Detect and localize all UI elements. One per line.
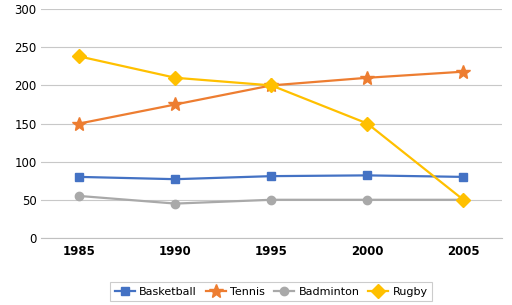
Tennis — [173, 102, 179, 106]
Basketball — [365, 174, 371, 177]
Rugby — [268, 84, 274, 87]
Tennis — [365, 76, 371, 80]
Rugby — [365, 122, 371, 125]
Badminton — [268, 198, 274, 202]
Basketball — [173, 178, 179, 181]
Basketball — [76, 175, 82, 179]
Line: Tennis: Tennis — [72, 65, 471, 131]
Tennis — [76, 122, 82, 125]
Badminton — [365, 198, 371, 202]
Line: Badminton: Badminton — [75, 192, 467, 208]
Tennis — [460, 70, 466, 74]
Basketball — [268, 174, 274, 178]
Badminton — [173, 202, 179, 206]
Tennis — [268, 84, 274, 87]
Legend: Basketball, Tennis, Badminton, Rugby: Basketball, Tennis, Badminton, Rugby — [110, 282, 433, 301]
Line: Rugby: Rugby — [75, 52, 468, 205]
Basketball — [460, 175, 466, 179]
Badminton — [460, 198, 466, 202]
Rugby — [460, 198, 466, 202]
Badminton — [76, 194, 82, 198]
Line: Basketball: Basketball — [75, 171, 467, 183]
Rugby — [173, 76, 179, 80]
Rugby — [76, 55, 82, 58]
